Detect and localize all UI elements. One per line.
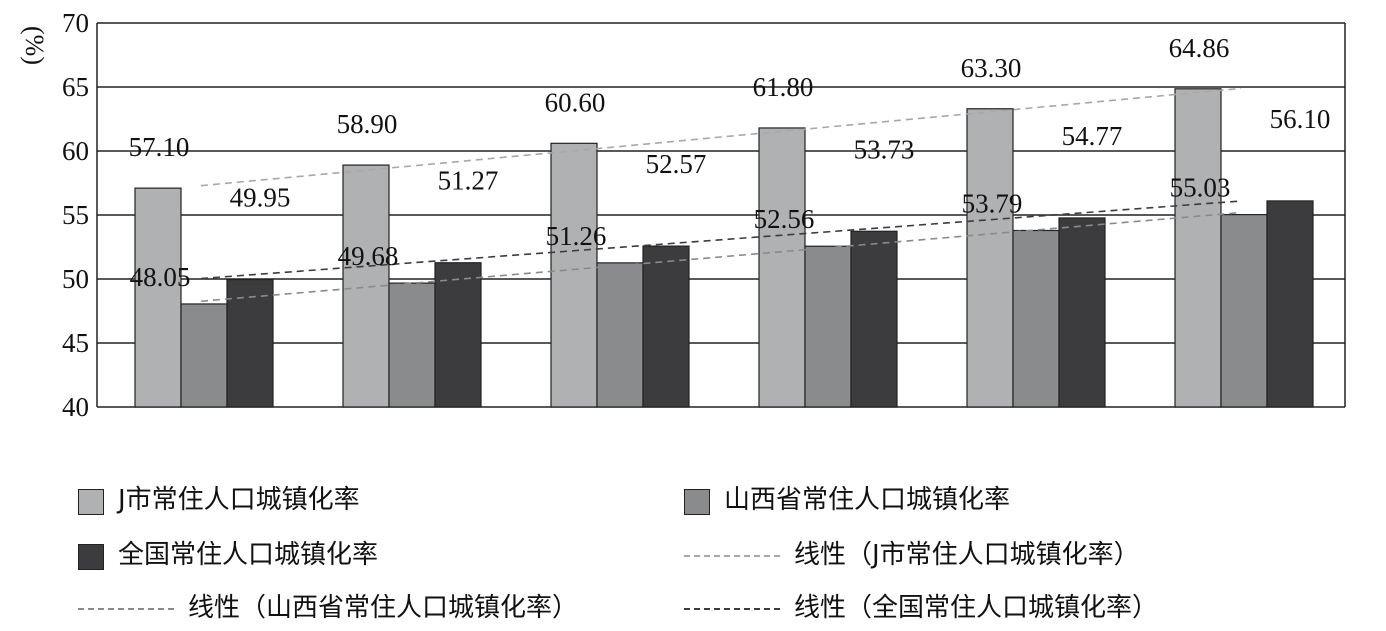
data-label: 51.26 xyxy=(546,221,607,251)
trendline xyxy=(200,211,1242,303)
y-tick-label: 70 xyxy=(62,8,89,38)
data-label: 52.57 xyxy=(646,149,707,179)
bar xyxy=(434,262,482,408)
data-label: 51.27 xyxy=(438,166,499,196)
x-tick-label: 2010 xyxy=(177,438,231,440)
legend-swatch xyxy=(78,544,104,570)
y-tick-label: 40 xyxy=(62,392,89,422)
data-label: 64.86 xyxy=(1169,33,1230,63)
data-labels: 57.10 58.90 60.60 61.80 63.30 64.86 48.05 49.68… xyxy=(129,33,1331,292)
bar xyxy=(134,187,182,408)
legend-item: 线性（J市常住人口城镇化率） xyxy=(684,540,1244,572)
data-label: 57.10 xyxy=(129,132,190,162)
x-tick-label: 2015 xyxy=(1217,438,1271,440)
bar xyxy=(226,279,274,408)
x-tick-label: 2011 xyxy=(386,438,439,440)
bar xyxy=(642,245,690,408)
data-label: 52.56 xyxy=(754,204,815,234)
y-tick-label: 50 xyxy=(62,264,89,294)
data-label: 48.05 xyxy=(130,262,191,292)
x-tick-label: 2012 xyxy=(593,438,647,440)
bar xyxy=(758,127,806,408)
bar xyxy=(1266,200,1314,408)
legend-label: 线性（山西省常住人口城镇化率） xyxy=(188,593,579,623)
bar xyxy=(1174,88,1222,408)
bar xyxy=(550,142,598,408)
bars xyxy=(134,88,1314,408)
bar xyxy=(180,303,228,408)
legend-label: 山西省常住人口城镇化率 xyxy=(724,485,1011,515)
bar xyxy=(1012,229,1060,408)
x-tick-label: 2013 xyxy=(801,438,855,440)
chart: (%) 40 45 50 55 60 65 70 57.10 58.90 60.60 61.80 6… xyxy=(20,8,1346,440)
legend-item: 山西省常住人口城镇化率 xyxy=(684,485,1244,517)
legend-swatch xyxy=(684,489,710,515)
bar xyxy=(596,262,644,408)
legend-item: 线性（山西省常住人口城镇化率） xyxy=(78,593,638,625)
bar xyxy=(1220,214,1268,408)
legend-item: 全国常住人口城镇化率 xyxy=(78,540,638,572)
bar xyxy=(966,108,1014,408)
x-axis-ticks: 2010 2011 2012 2013 2014 2015 xyxy=(177,438,1271,440)
y-tick-label: 60 xyxy=(62,136,89,166)
y-tick-label: 65 xyxy=(62,72,89,102)
legend-label: 线性（全国常住人口城镇化率） xyxy=(794,593,1159,623)
bar xyxy=(388,282,436,408)
y-tick-label: 45 xyxy=(62,328,89,358)
data-label: 61.80 xyxy=(753,72,814,102)
legend-label: 全国常住人口城镇化率 xyxy=(118,540,379,570)
data-label: 49.95 xyxy=(230,183,291,213)
data-label: 58.90 xyxy=(337,109,398,139)
data-label: 49.68 xyxy=(338,241,399,271)
legend-item: J市常住人口城镇化率 xyxy=(78,485,638,517)
data-label: 60.60 xyxy=(545,87,606,117)
legend-line xyxy=(684,608,780,610)
data-label: 63.30 xyxy=(961,53,1022,83)
x-tick-label: 2014 xyxy=(1009,438,1064,440)
trendline xyxy=(200,200,1242,280)
y-axis-ticks: 40 45 50 55 60 65 70 xyxy=(62,8,89,422)
data-label: 53.79 xyxy=(962,188,1023,218)
bar xyxy=(850,230,898,408)
bar xyxy=(804,245,852,408)
data-label: 54.77 xyxy=(1062,121,1123,151)
legend-label: 线性（J市常住人口城镇化率） xyxy=(794,540,1140,570)
y-unit-label: (%) xyxy=(20,26,49,65)
legend-line xyxy=(78,608,174,610)
legend-item: 线性（全国常住人口城镇化率） xyxy=(684,593,1244,625)
y-tick-label: 55 xyxy=(62,200,89,230)
data-label: 53.73 xyxy=(854,134,915,164)
bar xyxy=(1058,217,1106,408)
data-label: 55.03 xyxy=(1170,173,1231,203)
legend-line xyxy=(684,555,780,557)
trendlines xyxy=(200,87,1242,303)
data-label: 56.10 xyxy=(1270,104,1331,134)
grid xyxy=(96,22,1346,408)
legend-label: J市常住人口城镇化率 xyxy=(118,485,360,515)
trendline xyxy=(200,87,1242,187)
legend-swatch xyxy=(78,489,104,515)
